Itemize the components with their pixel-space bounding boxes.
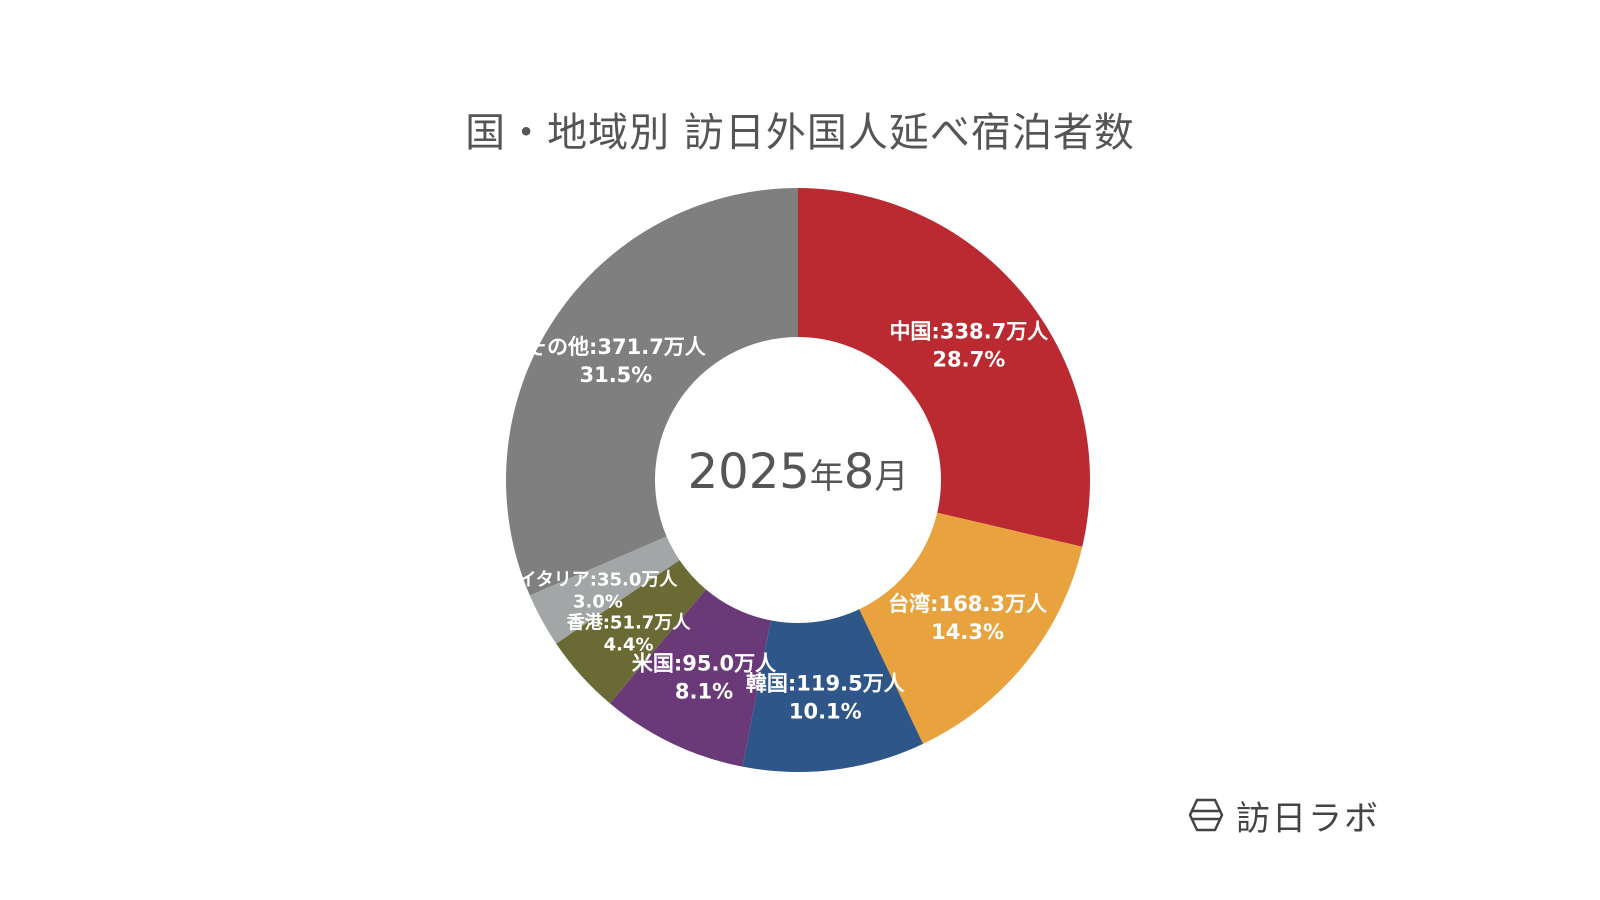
slice-name-value-1: 台湾:168.3万人	[888, 592, 1047, 616]
slice-label-1: 台湾:168.3万人 14.3%	[888, 592, 1047, 644]
slice-0	[798, 188, 1090, 547]
hexagon-logo-icon	[1188, 798, 1224, 832]
slice-6	[506, 188, 798, 596]
center-month-unit: 月	[874, 457, 908, 497]
slice-label-4: 香港:51.7万人 4.4%	[566, 613, 692, 656]
slice-name-value-5: イタリア:35.0万人	[519, 569, 679, 590]
slice-2	[742, 609, 924, 772]
center-year-unit: 年	[810, 457, 844, 497]
slice-1	[859, 512, 1083, 744]
center-month: 8	[844, 444, 875, 500]
slice-label-2: 韓国:119.5万人 10.1%	[746, 671, 905, 723]
slice-name-value-4: 香港:51.7万人	[566, 613, 692, 634]
slice-label-5: イタリア:35.0万人 3.0%	[519, 569, 679, 612]
slice-name-value-0: 中国:338.7万人	[889, 320, 1048, 344]
center-label: 2025年8月	[688, 444, 909, 500]
slice-name-value-6: その他:371.7万人	[526, 335, 706, 359]
slices-group	[506, 188, 1090, 772]
slice-label-0: 中国:338.7万人 28.7%	[889, 320, 1048, 372]
chart-title: 国・地域別 訪日外国人延べ宿泊者数	[465, 110, 1135, 156]
slice-share-0: 28.7%	[932, 348, 1005, 372]
slice-name-value-2: 韓国:119.5万人	[746, 671, 905, 695]
slice-share-6: 31.5%	[579, 363, 652, 387]
brand-name: 訪日ラボ	[1236, 798, 1380, 839]
center-year: 2025	[688, 444, 810, 500]
slice-5	[529, 536, 680, 644]
slice-share-2: 10.1%	[789, 699, 862, 723]
slice-share-5: 3.0%	[573, 591, 623, 612]
brand-logo: 訪日ラボ	[1188, 790, 1380, 840]
slice-label-6: その他:371.7万人 31.5%	[526, 335, 706, 387]
slice-share-3: 8.1%	[675, 680, 733, 704]
slice-4	[556, 560, 706, 704]
labels-group: 中国:338.7万人 28.7% 台湾:168.3万人 14.3% 韓国:119.5万人…	[519, 320, 1049, 724]
slice-3	[609, 589, 771, 767]
slice-label-3: 米国:95.0万人 8.1%	[632, 652, 776, 704]
slice-share-1: 14.3%	[931, 620, 1004, 644]
slice-name-value-3: 米国:95.0万人	[632, 652, 776, 676]
slice-share-4: 4.4%	[604, 635, 654, 656]
